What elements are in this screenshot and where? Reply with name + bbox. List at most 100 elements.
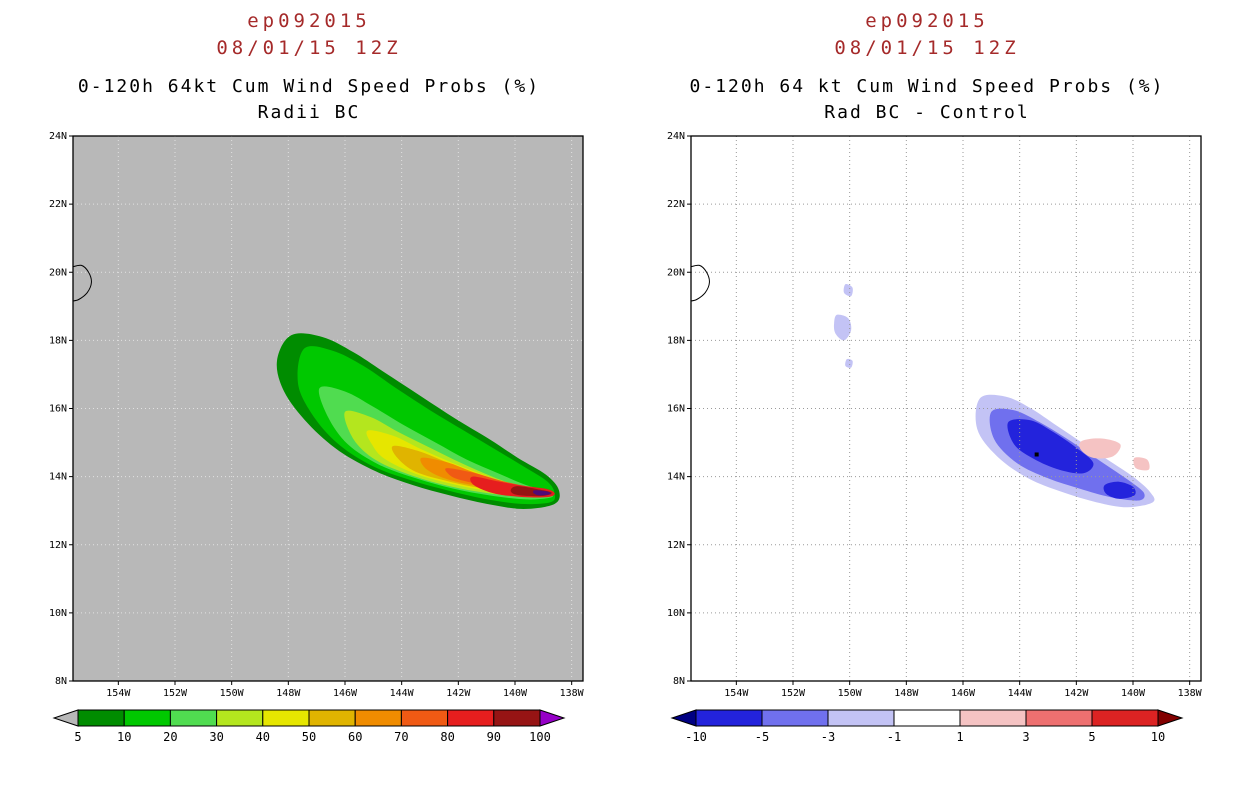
contour-layer [276,333,560,509]
lat-tick-label: 16N [49,404,67,415]
contour-band-30 [344,410,545,497]
contour-band-1 [1133,457,1150,471]
wind-prob-colorbar: 5 10 20 30 40 50 60 70 80 90 100 [52,709,566,744]
contour-band--3 [833,314,852,341]
colorbar-label: 70 [394,730,408,744]
colorbar-label: 50 [302,730,316,744]
colorbar-box [77,709,125,727]
colorbar-box [447,709,495,727]
lat-tick-label: 24N [667,132,685,142]
subtitle-line1: 0-120h 64 kt Cum Wind Speed Probs (%) [689,76,1165,97]
colorbar-box [123,709,171,727]
colorbar-box [893,709,961,727]
lon-tick-label: 144W [390,688,415,699]
contour-band-60 [420,457,546,492]
lat-tick-label: 16N [667,404,685,415]
lat-tick-label: 20N [49,267,67,278]
storm-id: ep092015 [865,10,989,32]
init-time: 08/01/15 12Z [834,37,1020,59]
subtitle-line2: Radii BC [257,102,361,123]
colorbar-label: 60 [348,730,362,744]
contour-band-20 [318,386,554,500]
lon-tick-label: 140W [1121,688,1146,699]
lon-tick-label: 154W [724,688,749,699]
hawaii-coastline [73,264,92,302]
lat-tick-label: 18N [667,335,685,346]
colorbar-box [493,709,541,727]
lat-tick-label: 24N [49,132,67,142]
colorbar-label: 20 [163,730,177,744]
init-time: 08/01/15 12Z [216,37,402,59]
colorbar-labels: -10 -5 -3 -1 1 3 5 10 [685,730,1165,744]
colorbar-label: -3 [821,730,835,744]
lon-tick-label: 142W [1064,688,1089,699]
colorbar-label: 40 [256,730,270,744]
lat-tick-label: 18N [49,335,67,346]
lat-tick-label: 8N [673,676,685,687]
colorbar-label: 90 [487,730,501,744]
contour-band--10 [1103,481,1136,499]
contour-band-50 [391,445,547,493]
contour-band--10 [1007,419,1094,474]
axis-labels: 24N 22N 20N 18N 16N 14N 12N 10N 8N 154W 152W 150W 14… [49,132,585,699]
lon-tick-label: 140W [503,688,528,699]
lon-tick-label: 154W [106,688,131,699]
lon-tick-label: 146W [951,688,976,699]
panel-radii-bc: ep092015 08/01/15 12Z 0-120h 64kt Cum Wi… [0,8,618,800]
storm-id: ep092015 [247,10,371,32]
axis-labels: 24N 22N 20N 18N 16N 14N 12N 10N 8N 154W 152W 150W 14… [667,132,1203,699]
contour-band-100 [532,490,551,496]
extremum-marker [1034,452,1039,457]
colorbar-box [1025,709,1093,727]
contour-band--3 [845,358,853,368]
colorbar-right-arrow [539,709,566,727]
colorbar-label: -1 [887,730,901,744]
lon-tick-label: 148W [276,688,301,699]
colorbar-label: 10 [117,730,131,744]
lat-tick-label: 20N [667,267,685,278]
lon-tick-label: 138W [560,688,585,699]
colorbar-label: -10 [685,730,707,744]
lat-tick-label: 12N [667,540,685,551]
lat-tick-label: 22N [667,199,685,210]
prob-difference-map: 24N 22N 20N 18N 16N 14N 12N 10N 8N 154W 152W 150W 14… [667,132,1203,699]
colorbar-labels: 5 10 20 30 40 50 60 70 80 90 100 [74,730,550,744]
colorbar-box [216,709,264,727]
colorbar-box [308,709,356,727]
lat-tick-label: 8N [55,676,67,687]
contour-band-40 [366,430,541,494]
lon-tick-label: 138W [1178,688,1203,699]
colorbar-left-arrow [52,709,79,727]
contour-band-1 [1079,438,1121,459]
colorbar-box [354,709,402,727]
map-layers [691,136,1201,681]
contour-band-10 [297,346,556,505]
colorbar-label: -5 [755,730,769,744]
colorbar-box [1091,709,1159,727]
colorbar-scale [670,709,1184,727]
grid-lines [691,136,1201,681]
lat-tick-label: 14N [667,472,685,483]
colorbar-label: 30 [209,730,223,744]
colorbar-label: 10 [1151,730,1165,744]
lon-tick-label: 146W [333,688,358,699]
subtitle-line2: Rad BC - Control [824,102,1030,123]
colorbar-right-arrow [1157,709,1184,727]
lon-tick-label: 150W [220,688,245,699]
lon-tick-label: 152W [781,688,806,699]
colorbar-label: 5 [1088,730,1095,744]
hawaii-coastline [691,264,710,302]
lon-tick-label: 152W [163,688,188,699]
lon-tick-label: 142W [446,688,471,699]
lon-tick-label: 150W [838,688,863,699]
colorbar-box [262,709,310,727]
contour-band-70 [445,468,544,491]
lat-tick-label: 14N [49,472,67,483]
lat-tick-label: 12N [49,540,67,551]
colorbar-box [761,709,829,727]
colorbar-box [959,709,1027,727]
lat-tick-label: 10N [49,608,67,619]
colorbar-label: 1 [956,730,963,744]
colorbar-left-arrow [670,709,697,727]
colorbar-label: 5 [74,730,81,744]
